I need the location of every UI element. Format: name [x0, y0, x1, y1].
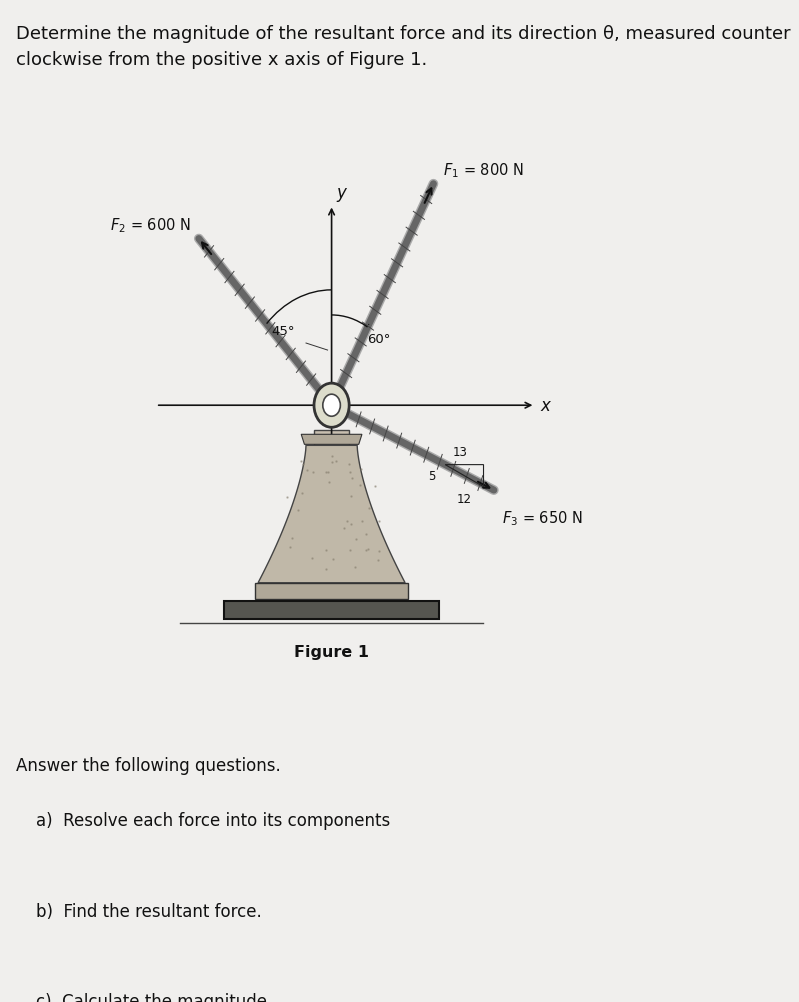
Polygon shape [224, 601, 439, 619]
Text: y: y [336, 183, 346, 201]
Text: c)  Calculate the magnitude.: c) Calculate the magnitude. [36, 992, 272, 1002]
Text: Answer the following questions.: Answer the following questions. [16, 757, 280, 775]
Text: a)  Resolve each force into its components: a) Resolve each force into its component… [36, 812, 390, 830]
Circle shape [314, 384, 349, 428]
Polygon shape [314, 431, 349, 446]
Text: x: x [540, 397, 550, 415]
Polygon shape [301, 435, 362, 445]
Text: 12: 12 [457, 492, 472, 505]
Text: 60°: 60° [368, 333, 391, 346]
Polygon shape [255, 583, 408, 599]
Polygon shape [258, 446, 405, 583]
Text: Determine the magnitude of the resultant force and its direction θ, measured cou: Determine the magnitude of the resultant… [16, 25, 790, 69]
Text: $F_2$ = 600 N: $F_2$ = 600 N [110, 215, 191, 234]
Text: $F_3$ = 650 N: $F_3$ = 650 N [502, 509, 582, 527]
Text: b)  Find the resultant force.: b) Find the resultant force. [36, 902, 262, 920]
Circle shape [323, 395, 340, 417]
Text: Figure 1: Figure 1 [294, 644, 369, 659]
Text: 13: 13 [453, 445, 467, 458]
Text: 45°: 45° [272, 325, 295, 338]
Text: 5: 5 [428, 470, 435, 483]
Text: $F_1$ = 800 N: $F_1$ = 800 N [443, 161, 524, 179]
